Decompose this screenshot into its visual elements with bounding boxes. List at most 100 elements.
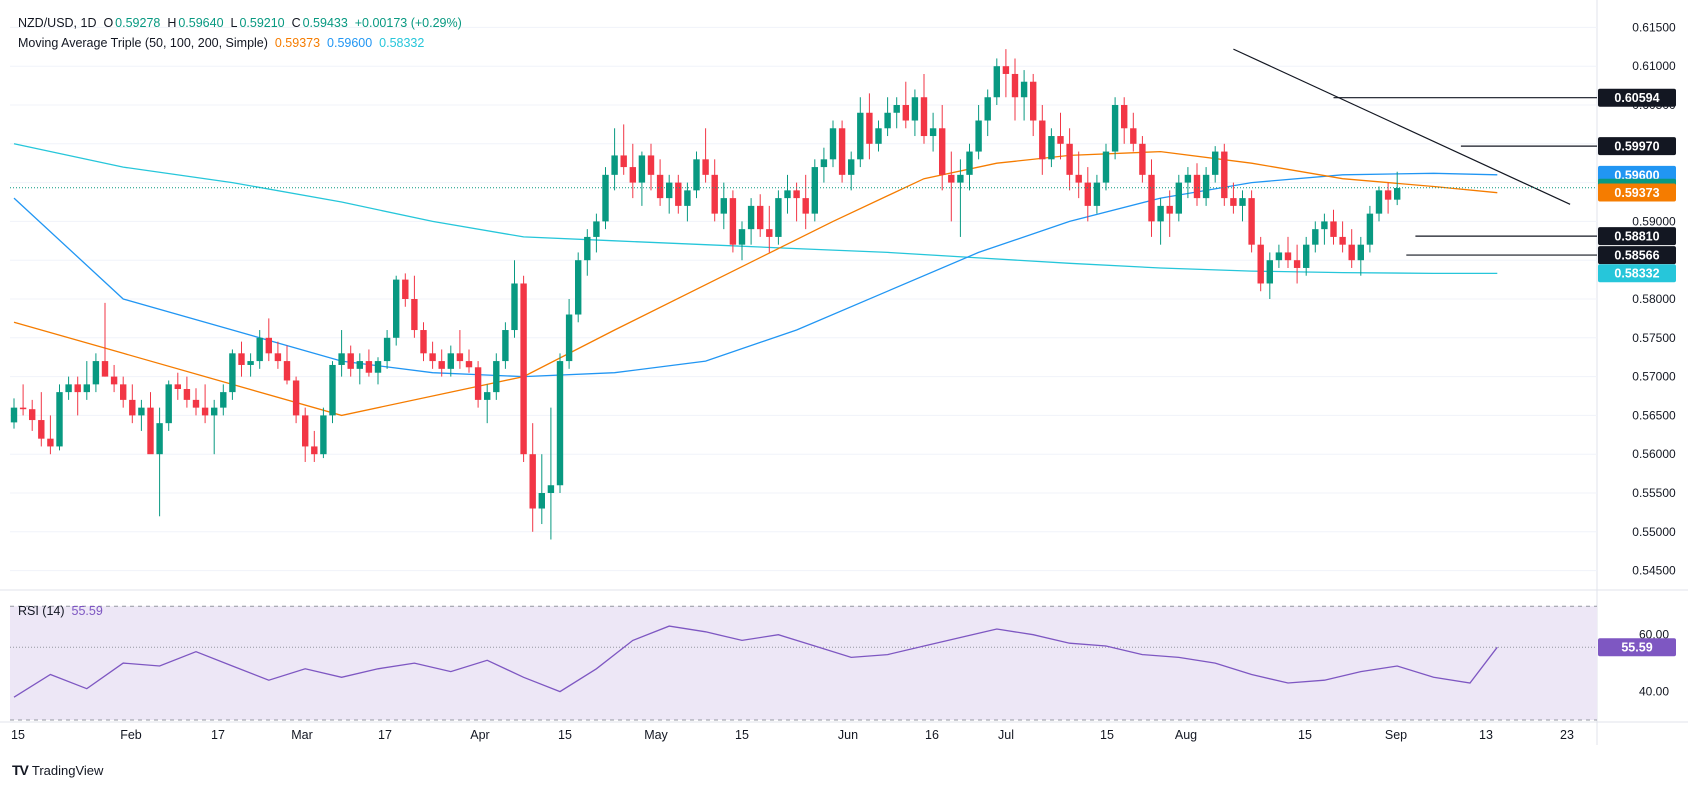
high-value: 0.59640 (178, 16, 224, 30)
candle-body (957, 174, 964, 183)
candle-body (620, 155, 627, 168)
time-tick-label: May (644, 728, 668, 742)
candle-body (56, 392, 63, 447)
candle-body (356, 361, 363, 369)
candle-body (292, 380, 300, 416)
time-tick-label: 15 (1298, 728, 1312, 742)
candle-body (383, 337, 391, 362)
candle-body (1184, 174, 1192, 183)
price-tick-label: 0.57500 (1632, 331, 1676, 345)
candle-body (1348, 244, 1355, 261)
candle-body (747, 205, 755, 230)
close-value: 0.59433 (302, 16, 348, 30)
candle-body (329, 364, 336, 416)
candle-body (1375, 190, 1383, 214)
candle-body (793, 190, 800, 199)
time-tick-label: 15 (735, 728, 749, 742)
candle-body (784, 190, 791, 199)
candle-body (83, 384, 90, 393)
open-label: O (103, 16, 114, 30)
price-tick-label: 0.57000 (1632, 370, 1676, 384)
price-tick-label: 0.56500 (1632, 408, 1676, 422)
price-tick-label: 0.59000 (1632, 214, 1676, 228)
ma200-value: 0.58332 (379, 36, 425, 50)
candle-body (1394, 188, 1401, 200)
candle-body (1148, 174, 1155, 222)
rsi-indicator-name[interactable]: RSI (14) (18, 604, 65, 618)
candle-body (1366, 213, 1374, 245)
candle-body (429, 353, 436, 362)
candle-body (211, 407, 218, 416)
candle-body (629, 167, 636, 183)
candle-body (1275, 252, 1283, 261)
candle-body (174, 384, 181, 390)
candle-body (857, 112, 864, 160)
candle-body (47, 438, 54, 447)
candle-body (465, 361, 473, 368)
ma-indicator-name[interactable]: Moving Average Triple (50, 100, 200, Sim… (18, 36, 268, 50)
candle-body (1293, 260, 1301, 268)
candle-body (693, 159, 700, 191)
candle-body (1321, 221, 1328, 230)
candle-body (684, 190, 691, 206)
candle-body (120, 384, 127, 400)
candle-body (802, 198, 809, 214)
price-label-box (1598, 88, 1676, 107)
candle-body (474, 367, 482, 400)
brand-name: TradingView (31, 762, 104, 778)
candle-body (1257, 244, 1264, 284)
candle-body (1084, 182, 1091, 206)
rsi-tick-label: 60.00 (1639, 628, 1669, 642)
candle-body (638, 155, 646, 183)
candle-body (438, 361, 445, 369)
tradingview-brand[interactable]: TV TradingView (12, 762, 103, 778)
candle-body (893, 105, 900, 113)
candle-body (675, 182, 682, 206)
candle-body (1193, 174, 1201, 199)
candle-body (1048, 136, 1055, 160)
candle-body (1312, 229, 1319, 245)
candle-body (393, 279, 400, 338)
candle-body (984, 97, 991, 121)
candle-body (520, 283, 527, 455)
candle-body (165, 384, 172, 424)
candle-body (138, 407, 145, 416)
candle-body (547, 485, 555, 493)
candle-body (656, 174, 664, 199)
time-tick-label: Jul (998, 728, 1014, 742)
candle-body (1111, 105, 1119, 152)
rsi-line (13, 625, 1498, 698)
symbol-name[interactable]: NZD/USD, 1D (18, 16, 97, 30)
candle-body (602, 174, 609, 222)
candle-body (511, 283, 518, 331)
candle-body (538, 493, 545, 509)
candle-body (447, 353, 454, 369)
candle-body (1121, 105, 1128, 129)
candle-body (820, 159, 828, 168)
candle-body (1284, 252, 1292, 261)
candle-body (811, 167, 818, 214)
candle-body (565, 314, 573, 362)
candle-body (711, 174, 718, 214)
candle-body (1384, 190, 1392, 200)
candle-body (38, 420, 45, 439)
candle-body (1357, 244, 1364, 261)
candle-body (274, 353, 282, 362)
candle-body (920, 97, 928, 137)
candle-body (866, 112, 873, 144)
candle-body (1011, 73, 1019, 98)
candle-body (420, 330, 427, 354)
candle-body (19, 407, 27, 410)
time-tick-label: Mar (291, 728, 313, 742)
candle-body (666, 182, 673, 199)
candle-body (411, 299, 418, 331)
candle-body (1330, 221, 1337, 237)
price-label-text: 0.58566 (1614, 249, 1659, 263)
candle-body (74, 384, 81, 393)
ma50-line (13, 150, 1498, 417)
open-value: 0.59278 (115, 16, 161, 30)
candle-body (238, 353, 245, 365)
rsi-legend-value: 55.59 (71, 604, 103, 618)
